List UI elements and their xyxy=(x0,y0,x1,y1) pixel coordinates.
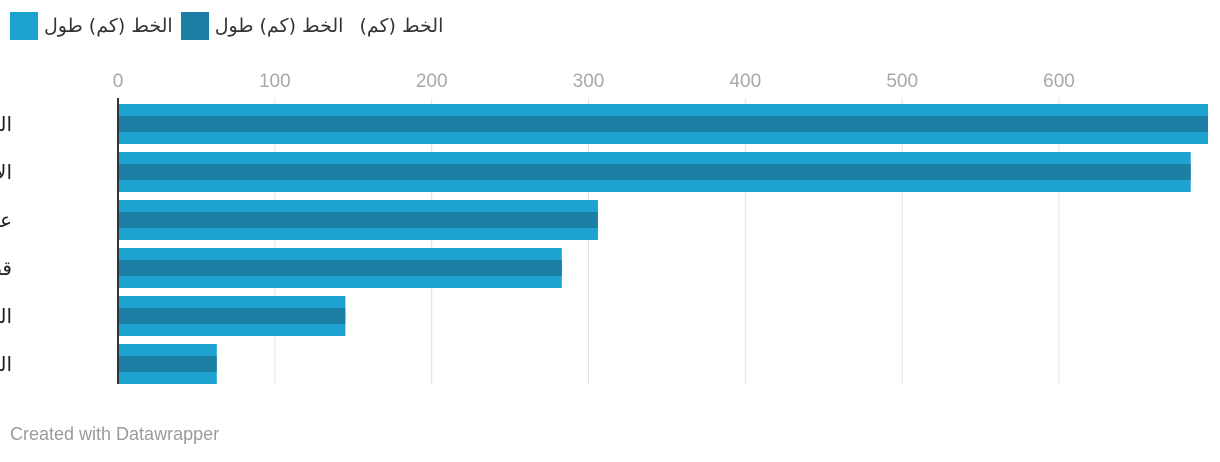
bar-series-2-5 xyxy=(118,356,217,372)
bar-series-2-4 xyxy=(118,308,346,324)
legend-swatch-series-1 xyxy=(10,12,38,40)
x-tick-label-4: 400 xyxy=(729,71,761,92)
category-label-0: السعودية xyxy=(0,112,12,136)
legend-label-series-2: الخط (كم) طول xyxy=(214,15,344,37)
legend-swatch-series-2 xyxy=(180,12,209,40)
x-tick-label-1: 100 xyxy=(259,71,291,92)
legend-item-series-2: الخط (كم) طول xyxy=(180,12,344,40)
category-label-2: عمان xyxy=(0,208,12,232)
bar-series-2-2 xyxy=(118,212,598,228)
bar-series-2-0 xyxy=(118,116,1208,132)
legend-label-series-1: الخط (كم) طول xyxy=(44,15,173,37)
category-label-1: الإمارات xyxy=(0,160,12,184)
x-tick-label-3: 300 xyxy=(573,71,605,92)
category-label-3: قطر xyxy=(0,256,12,280)
legend-extra-label: الخط (كم) xyxy=(359,15,444,37)
x-tick-label-5: 500 xyxy=(886,71,918,92)
legend-item-series-1: الخط (كم) طول xyxy=(10,12,173,40)
x-tick-label-0: 0 xyxy=(113,71,124,92)
x-tick-label-2: 200 xyxy=(416,71,448,92)
bar-series-2-3 xyxy=(118,260,562,276)
credit-text: Created with Datawrapper xyxy=(10,424,220,444)
legend: الخط (كم) طول الخط (كم) طول الخط (كم) xyxy=(10,12,443,40)
bar-series-2-1 xyxy=(118,164,1191,180)
category-label-5: البحرين xyxy=(0,352,12,376)
x-tick-label-6: 600 xyxy=(1043,71,1075,92)
category-label-4: الكويت xyxy=(0,304,12,328)
